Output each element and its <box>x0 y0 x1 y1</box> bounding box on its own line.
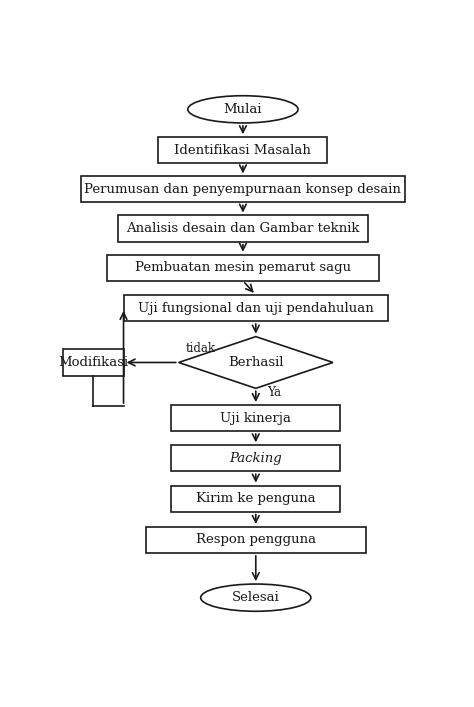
Ellipse shape <box>201 584 311 612</box>
Text: Uji fungsional dan uji pendahuluan: Uji fungsional dan uji pendahuluan <box>138 302 374 315</box>
Bar <box>158 137 328 163</box>
Bar <box>146 527 366 553</box>
Text: Identifikasi Masalah: Identifikasi Masalah <box>174 144 311 157</box>
Bar <box>171 405 340 431</box>
Text: Uji kinerja: Uji kinerja <box>220 411 292 424</box>
Text: Mulai: Mulai <box>224 103 262 116</box>
Bar <box>107 255 379 281</box>
Text: Analisis desain dan Gambar teknik: Analisis desain dan Gambar teknik <box>126 222 360 235</box>
Bar <box>118 216 368 242</box>
Bar <box>124 295 388 321</box>
Bar <box>82 176 404 202</box>
Text: Berhasil: Berhasil <box>228 356 283 369</box>
Bar <box>63 349 124 376</box>
Text: Perumusan dan penyempurnaan konsep desain: Perumusan dan penyempurnaan konsep desai… <box>84 183 401 196</box>
Text: Packing: Packing <box>229 452 282 464</box>
Text: tidak: tidak <box>186 342 216 355</box>
Text: Kirim ke penguna: Kirim ke penguna <box>196 492 316 505</box>
Text: Ya: Ya <box>267 387 281 399</box>
Text: Pembuatan mesin pemarut sagu: Pembuatan mesin pemarut sagu <box>135 262 351 274</box>
Bar <box>171 486 340 512</box>
Polygon shape <box>179 337 333 388</box>
Ellipse shape <box>188 95 298 123</box>
Text: Selesai: Selesai <box>232 591 280 604</box>
Text: Respon pengguna: Respon pengguna <box>196 534 316 547</box>
Text: Modifikasi: Modifikasi <box>58 356 128 369</box>
Bar <box>171 445 340 472</box>
